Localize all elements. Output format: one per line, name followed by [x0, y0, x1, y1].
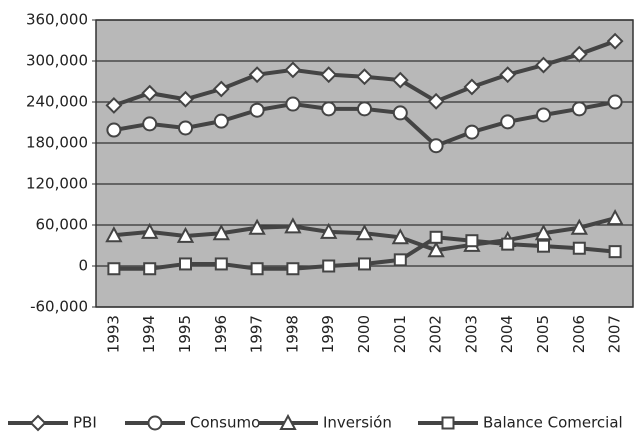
marker — [107, 262, 121, 276]
y-tick-label: 0 — [78, 257, 88, 275]
legend-label: Inversión — [323, 414, 392, 432]
marker — [427, 241, 445, 258]
marker — [465, 234, 479, 248]
marker — [322, 259, 336, 273]
x-tick-label: 2001 — [391, 315, 409, 353]
marker — [29, 414, 47, 432]
marker — [391, 71, 409, 89]
marker — [428, 138, 444, 154]
y-tick-label: 60,000 — [36, 216, 89, 234]
legend-item: Consumo — [125, 414, 260, 432]
marker — [570, 45, 588, 63]
marker — [286, 262, 300, 276]
marker — [537, 239, 550, 253]
marker — [534, 224, 553, 241]
marker — [250, 262, 264, 276]
marker — [279, 413, 297, 430]
legend-label: PBI — [73, 414, 97, 432]
x-tick-label: 1995 — [176, 315, 194, 353]
legend-item: Inversión — [258, 414, 392, 432]
marker — [143, 262, 157, 276]
marker — [213, 113, 229, 129]
marker — [321, 101, 337, 117]
x-tick-label: 2003 — [462, 315, 480, 353]
marker — [249, 102, 265, 118]
marker — [212, 224, 230, 241]
marker — [429, 230, 443, 244]
marker — [391, 228, 409, 245]
x-tick-label: 2007 — [606, 315, 624, 353]
marker — [285, 96, 301, 112]
y-tick-label: 360,000 — [26, 11, 88, 29]
x-tick-label: 2004 — [498, 315, 516, 353]
marker — [606, 32, 624, 50]
legend-item: PBI — [8, 414, 97, 432]
x-tick-label: 1998 — [283, 315, 301, 353]
marker — [248, 66, 266, 84]
marker — [320, 66, 338, 84]
marker — [570, 218, 588, 235]
x-tick-label: 2002 — [427, 315, 445, 353]
marker — [358, 257, 371, 271]
marker — [392, 105, 408, 121]
marker — [105, 226, 123, 243]
marker — [147, 415, 163, 431]
x-tick-label: 1993 — [104, 315, 122, 353]
marker — [141, 84, 159, 102]
x-tick-label: 2006 — [570, 315, 588, 353]
x-tick-label: 1996 — [212, 315, 230, 353]
marker — [571, 101, 587, 117]
marker — [606, 209, 624, 226]
marker — [355, 224, 374, 241]
marker — [179, 257, 192, 271]
marker — [212, 80, 230, 98]
marker — [499, 66, 517, 84]
marker — [536, 107, 551, 123]
marker — [248, 218, 266, 235]
y-tick-label: -60,000 — [30, 298, 88, 316]
marker — [284, 217, 302, 234]
marker — [214, 257, 228, 271]
marker — [356, 68, 373, 86]
x-tick-label: 1997 — [248, 315, 266, 353]
legend-label: Consumo — [190, 414, 260, 432]
x-tick-label: 1999 — [319, 315, 337, 353]
marker — [178, 120, 193, 136]
marker — [357, 101, 372, 117]
marker — [501, 237, 515, 251]
marker — [572, 241, 586, 255]
marker — [608, 245, 622, 259]
marker — [427, 92, 445, 110]
marker — [607, 94, 623, 110]
marker — [535, 56, 552, 74]
marker — [176, 226, 195, 243]
y-tick-label: 240,000 — [26, 93, 88, 111]
x-tick-label: 1994 — [140, 315, 158, 353]
legend-item: Balance Comercial — [418, 414, 623, 432]
marker — [142, 116, 158, 132]
marker — [105, 97, 123, 114]
marker — [320, 222, 338, 239]
y-tick-label: 180,000 — [26, 134, 88, 152]
marker — [177, 90, 194, 108]
legend-label: Balance Comercial — [483, 414, 623, 432]
marker — [500, 114, 516, 130]
marker — [441, 416, 455, 430]
marker — [284, 61, 302, 79]
marker — [141, 222, 159, 239]
marker — [463, 78, 481, 96]
marker — [106, 122, 122, 138]
marker — [464, 124, 480, 140]
x-tick-label: 2000 — [355, 315, 373, 353]
x-tick-label: 2005 — [534, 315, 552, 353]
marker — [393, 253, 407, 267]
y-tick-label: 120,000 — [26, 175, 88, 193]
y-tick-label: 300,000 — [26, 52, 88, 70]
